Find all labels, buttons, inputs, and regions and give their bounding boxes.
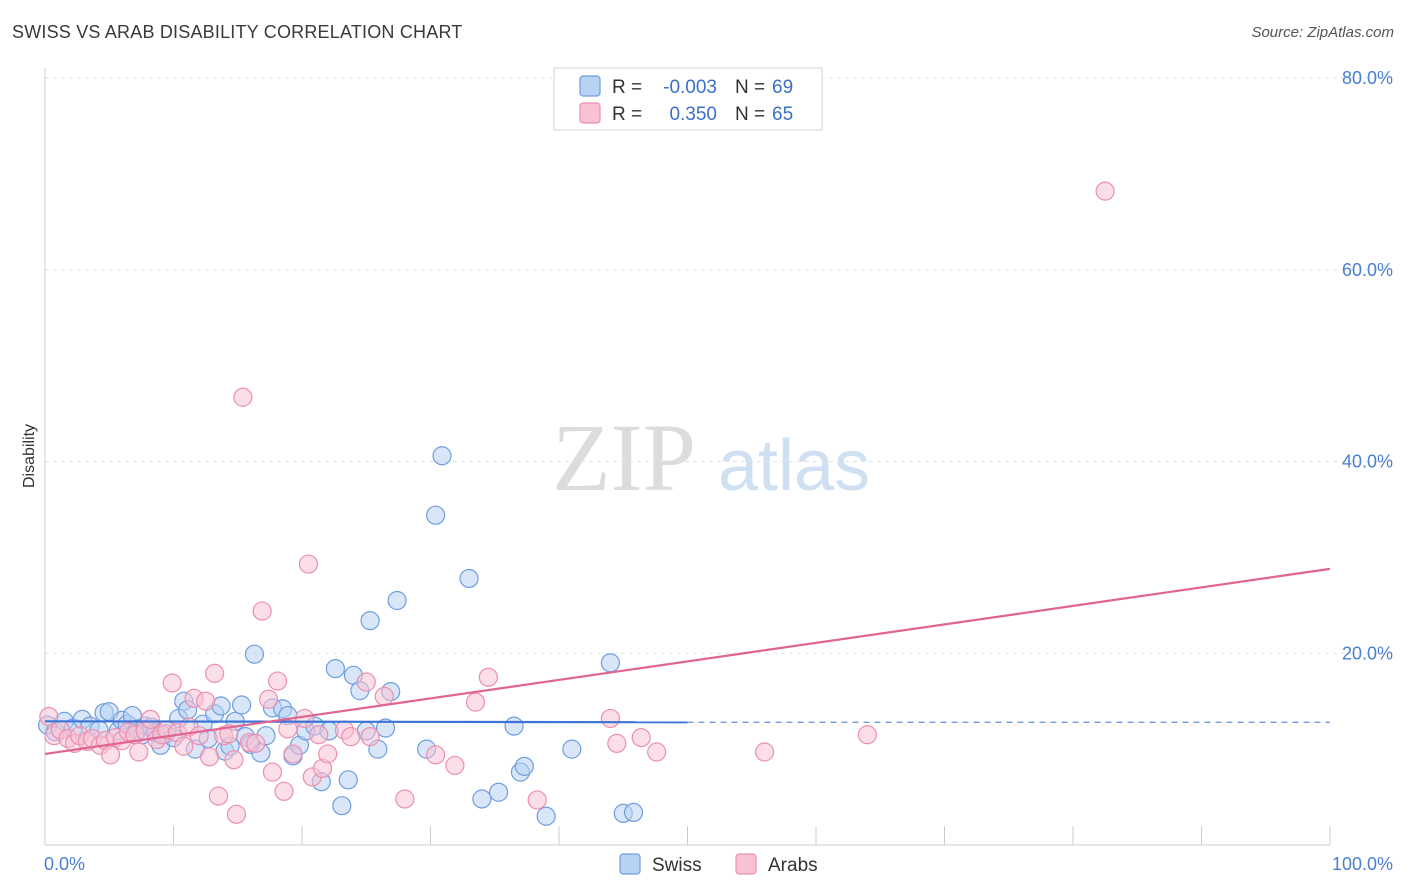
arabs-point <box>189 726 209 746</box>
swiss-point <box>504 716 524 736</box>
arabs-point <box>309 725 329 745</box>
swiss-point <box>623 802 644 823</box>
swiss-point <box>387 590 407 611</box>
swiss-point <box>232 695 252 715</box>
arabs-point <box>341 727 361 747</box>
swiss-point <box>375 718 396 738</box>
arabs-point <box>465 692 486 712</box>
swiss-point <box>600 653 621 673</box>
arabs-point <box>318 744 338 764</box>
swiss-point <box>459 568 479 589</box>
arabs-n-label: N = <box>735 104 765 125</box>
y-tick-label: 20.0% <box>1342 643 1393 663</box>
legend-arabs-label: Arabs <box>768 855 818 876</box>
swiss-point <box>244 644 265 664</box>
trend-lines <box>44 567 1331 756</box>
x-tick-label-max: 100.0% <box>1332 854 1393 874</box>
arabs-point <box>527 790 547 810</box>
arabs-point <box>258 689 279 709</box>
swiss-point <box>514 756 534 776</box>
arabs-point <box>262 762 283 782</box>
arabs-point <box>857 725 878 745</box>
arabs-swatch <box>579 102 601 124</box>
legend-arabs-swatch <box>735 853 757 875</box>
arabs-point <box>607 733 627 753</box>
arabs-point <box>252 601 272 621</box>
arabs-point <box>356 672 376 692</box>
swiss-point <box>325 658 346 679</box>
swiss-point <box>489 782 509 802</box>
arabs-point <box>205 663 225 683</box>
arabs-point <box>298 554 319 574</box>
arabs-point <box>600 708 621 729</box>
y-tick-label: 60.0% <box>1342 260 1393 280</box>
watermark-zip: ZIP <box>552 404 696 511</box>
swiss-n-value: 69 <box>772 77 793 98</box>
series-legend: Swiss Arabs <box>619 853 818 876</box>
arabs-point <box>631 728 651 748</box>
swiss-point <box>360 611 380 631</box>
arabs-point <box>395 789 415 809</box>
swiss-r-value: -0.003 <box>663 77 717 98</box>
arabs-r-label: R = <box>612 104 642 125</box>
arabs-point <box>199 747 220 767</box>
y-tick-labels: 20.0% 40.0% 60.0% 80.0% <box>1342 68 1393 663</box>
arabs-point <box>246 733 266 753</box>
arabs-point <box>1095 181 1115 201</box>
watermark-atlas: atlas <box>718 426 870 506</box>
swiss-swatch <box>579 75 601 97</box>
arabs-point <box>224 750 244 770</box>
arabs-point <box>233 387 253 407</box>
chart-source: Source: ZipAtlas.com <box>1251 24 1394 41</box>
arabs-point <box>162 673 182 693</box>
axes <box>44 68 1331 846</box>
swiss-n-label: N = <box>735 77 765 98</box>
arabs-point <box>426 745 446 765</box>
x-tick-labels: 0.0% 100.0% <box>44 854 1393 874</box>
arabs-point <box>445 755 465 776</box>
arabs-point <box>478 667 498 687</box>
y-tick-label: 80.0% <box>1342 68 1393 88</box>
swiss-point <box>432 446 452 466</box>
arabs-point <box>283 744 303 764</box>
watermark: ZIP atlas <box>552 404 870 511</box>
y-axis-label: Disability <box>21 424 38 488</box>
arabs-point <box>274 781 294 801</box>
arabs-point <box>174 736 194 756</box>
swiss-point <box>536 806 556 826</box>
legend-swiss-swatch <box>619 853 641 875</box>
arabs-point <box>100 745 121 765</box>
arabs-point <box>196 691 216 711</box>
arabs-point <box>219 724 239 744</box>
chart-title: SWISS VS ARAB DISABILITY CORRELATION CHA… <box>12 22 463 42</box>
stats-legend: R = -0.003 N = 69 R = 0.350 N = 65 <box>553 67 823 131</box>
swiss-point <box>472 789 492 809</box>
arabs-point <box>208 786 229 806</box>
arabs-trend-line <box>44 567 1331 756</box>
y-tick-label: 40.0% <box>1342 452 1393 472</box>
arabs-point <box>140 709 160 730</box>
arabs-point <box>374 686 394 706</box>
arabs-point <box>360 727 380 747</box>
arabs-n-value: 65 <box>772 104 793 125</box>
grid-lines <box>45 77 1392 654</box>
swiss-point <box>338 770 358 790</box>
arabs-point <box>647 742 667 762</box>
swiss-trend-line <box>44 720 688 724</box>
swiss-point <box>562 739 582 759</box>
x-tick-label-min: 0.0% <box>44 854 85 874</box>
swiss-r-label: R = <box>612 77 642 98</box>
arabs-point <box>226 804 247 824</box>
arabs-point <box>129 742 149 762</box>
swiss-point <box>332 796 352 816</box>
arabs-r-value: 0.350 <box>669 104 717 125</box>
swiss-point <box>426 505 446 525</box>
arabs-point <box>754 742 775 762</box>
legend-swiss-label: Swiss <box>652 855 702 876</box>
arabs-point <box>267 671 288 691</box>
